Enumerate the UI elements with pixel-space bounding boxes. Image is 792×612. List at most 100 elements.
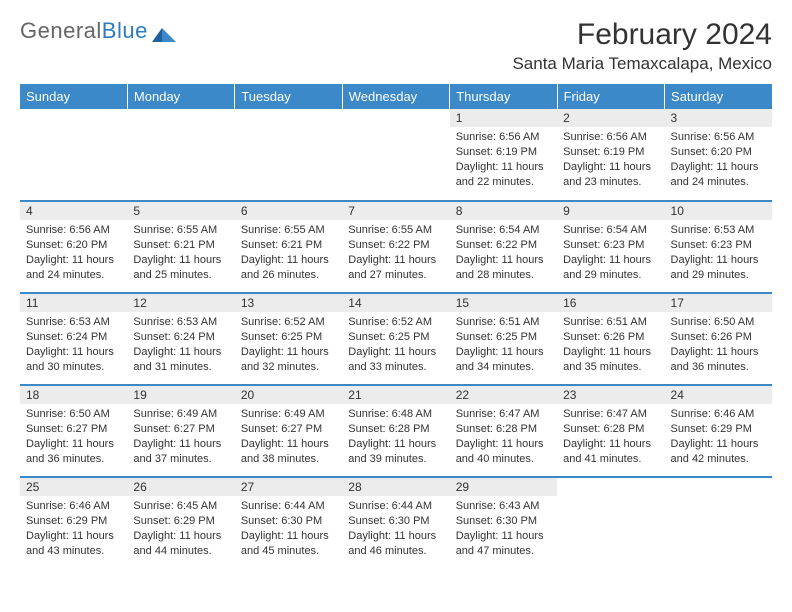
calendar-day-cell: 27Sunrise: 6:44 AMSunset: 6:30 PMDayligh…: [235, 477, 342, 569]
day-details: Sunrise: 6:49 AMSunset: 6:27 PMDaylight:…: [127, 404, 234, 472]
calendar-week-row: 18Sunrise: 6:50 AMSunset: 6:27 PMDayligh…: [20, 385, 772, 477]
day-number: 4: [20, 202, 127, 220]
calendar-day-cell: 1Sunrise: 6:56 AMSunset: 6:19 PMDaylight…: [450, 109, 557, 201]
weekday-header: Sunday: [20, 84, 127, 109]
calendar-day-cell: 18Sunrise: 6:50 AMSunset: 6:27 PMDayligh…: [20, 385, 127, 477]
calendar-day-cell: 6Sunrise: 6:55 AMSunset: 6:21 PMDaylight…: [235, 201, 342, 293]
day-number: 14: [342, 294, 449, 312]
day-number: 28: [342, 478, 449, 496]
day-number: 29: [450, 478, 557, 496]
day-details: Sunrise: 6:46 AMSunset: 6:29 PMDaylight:…: [20, 496, 127, 564]
brand-mark-icon: [152, 22, 176, 40]
calendar-day-cell: 24Sunrise: 6:46 AMSunset: 6:29 PMDayligh…: [665, 385, 772, 477]
day-details: Sunrise: 6:55 AMSunset: 6:22 PMDaylight:…: [342, 220, 449, 288]
calendar-day-cell: 21Sunrise: 6:48 AMSunset: 6:28 PMDayligh…: [342, 385, 449, 477]
calendar-day-cell: 10Sunrise: 6:53 AMSunset: 6:23 PMDayligh…: [665, 201, 772, 293]
day-number: 2: [557, 109, 664, 127]
day-details: Sunrise: 6:48 AMSunset: 6:28 PMDaylight:…: [342, 404, 449, 472]
day-number: 19: [127, 386, 234, 404]
day-number: 24: [665, 386, 772, 404]
calendar-day-cell: 9Sunrise: 6:54 AMSunset: 6:23 PMDaylight…: [557, 201, 664, 293]
day-details: Sunrise: 6:51 AMSunset: 6:26 PMDaylight:…: [557, 312, 664, 380]
day-number: 10: [665, 202, 772, 220]
calendar-day-cell: [665, 477, 772, 569]
day-details: Sunrise: 6:43 AMSunset: 6:30 PMDaylight:…: [450, 496, 557, 564]
day-details: Sunrise: 6:56 AMSunset: 6:20 PMDaylight:…: [665, 127, 772, 195]
day-details: Sunrise: 6:56 AMSunset: 6:19 PMDaylight:…: [450, 127, 557, 195]
day-number: 21: [342, 386, 449, 404]
weekday-header: Thursday: [450, 84, 557, 109]
calendar-body: 1Sunrise: 6:56 AMSunset: 6:19 PMDaylight…: [20, 109, 772, 569]
calendar-day-cell: 26Sunrise: 6:45 AMSunset: 6:29 PMDayligh…: [127, 477, 234, 569]
header: GeneralBlue February 2024 Santa Maria Te…: [20, 18, 772, 74]
calendar-day-cell: [557, 477, 664, 569]
day-details: Sunrise: 6:56 AMSunset: 6:19 PMDaylight:…: [557, 127, 664, 195]
calendar-day-cell: [342, 109, 449, 201]
calendar-day-cell: 5Sunrise: 6:55 AMSunset: 6:21 PMDaylight…: [127, 201, 234, 293]
brand-part1: General: [20, 18, 102, 44]
day-details: Sunrise: 6:56 AMSunset: 6:20 PMDaylight:…: [20, 220, 127, 288]
calendar-day-cell: 20Sunrise: 6:49 AMSunset: 6:27 PMDayligh…: [235, 385, 342, 477]
day-number: 11: [20, 294, 127, 312]
day-details: Sunrise: 6:49 AMSunset: 6:27 PMDaylight:…: [235, 404, 342, 472]
weekday-header: Saturday: [665, 84, 772, 109]
day-details: Sunrise: 6:50 AMSunset: 6:27 PMDaylight:…: [20, 404, 127, 472]
calendar-table: SundayMondayTuesdayWednesdayThursdayFrid…: [20, 84, 772, 569]
day-details: Sunrise: 6:52 AMSunset: 6:25 PMDaylight:…: [342, 312, 449, 380]
calendar-day-cell: 4Sunrise: 6:56 AMSunset: 6:20 PMDaylight…: [20, 201, 127, 293]
weekday-header: Tuesday: [235, 84, 342, 109]
day-details: Sunrise: 6:54 AMSunset: 6:23 PMDaylight:…: [557, 220, 664, 288]
day-details: Sunrise: 6:55 AMSunset: 6:21 PMDaylight:…: [127, 220, 234, 288]
day-number: 3: [665, 109, 772, 127]
calendar-day-cell: 22Sunrise: 6:47 AMSunset: 6:28 PMDayligh…: [450, 385, 557, 477]
calendar-week-row: 4Sunrise: 6:56 AMSunset: 6:20 PMDaylight…: [20, 201, 772, 293]
title-block: February 2024 Santa Maria Temaxcalapa, M…: [512, 18, 772, 74]
day-details: Sunrise: 6:51 AMSunset: 6:25 PMDaylight:…: [450, 312, 557, 380]
calendar-day-cell: 2Sunrise: 6:56 AMSunset: 6:19 PMDaylight…: [557, 109, 664, 201]
day-details: Sunrise: 6:52 AMSunset: 6:25 PMDaylight:…: [235, 312, 342, 380]
brand-part2: Blue: [102, 18, 148, 44]
day-number: 16: [557, 294, 664, 312]
calendar-day-cell: 7Sunrise: 6:55 AMSunset: 6:22 PMDaylight…: [342, 201, 449, 293]
calendar-day-cell: [20, 109, 127, 201]
calendar-day-cell: 17Sunrise: 6:50 AMSunset: 6:26 PMDayligh…: [665, 293, 772, 385]
month-title: February 2024: [512, 18, 772, 52]
calendar-day-cell: 12Sunrise: 6:53 AMSunset: 6:24 PMDayligh…: [127, 293, 234, 385]
day-number: 26: [127, 478, 234, 496]
day-details: Sunrise: 6:44 AMSunset: 6:30 PMDaylight:…: [342, 496, 449, 564]
weekday-header-row: SundayMondayTuesdayWednesdayThursdayFrid…: [20, 84, 772, 109]
calendar-day-cell: 3Sunrise: 6:56 AMSunset: 6:20 PMDaylight…: [665, 109, 772, 201]
calendar-day-cell: 16Sunrise: 6:51 AMSunset: 6:26 PMDayligh…: [557, 293, 664, 385]
calendar-day-cell: 29Sunrise: 6:43 AMSunset: 6:30 PMDayligh…: [450, 477, 557, 569]
location-subtitle: Santa Maria Temaxcalapa, Mexico: [512, 54, 772, 74]
weekday-header: Friday: [557, 84, 664, 109]
calendar-day-cell: 19Sunrise: 6:49 AMSunset: 6:27 PMDayligh…: [127, 385, 234, 477]
day-number: 20: [235, 386, 342, 404]
weekday-header: Monday: [127, 84, 234, 109]
day-details: Sunrise: 6:50 AMSunset: 6:26 PMDaylight:…: [665, 312, 772, 380]
day-number: 7: [342, 202, 449, 220]
calendar-day-cell: [127, 109, 234, 201]
calendar-day-cell: 11Sunrise: 6:53 AMSunset: 6:24 PMDayligh…: [20, 293, 127, 385]
day-number: 27: [235, 478, 342, 496]
day-details: Sunrise: 6:53 AMSunset: 6:23 PMDaylight:…: [665, 220, 772, 288]
day-number: 8: [450, 202, 557, 220]
calendar-day-cell: 13Sunrise: 6:52 AMSunset: 6:25 PMDayligh…: [235, 293, 342, 385]
day-details: Sunrise: 6:55 AMSunset: 6:21 PMDaylight:…: [235, 220, 342, 288]
day-number: 13: [235, 294, 342, 312]
day-number: 9: [557, 202, 664, 220]
day-details: Sunrise: 6:45 AMSunset: 6:29 PMDaylight:…: [127, 496, 234, 564]
calendar-day-cell: 15Sunrise: 6:51 AMSunset: 6:25 PMDayligh…: [450, 293, 557, 385]
calendar-day-cell: 8Sunrise: 6:54 AMSunset: 6:22 PMDaylight…: [450, 201, 557, 293]
calendar-day-cell: 14Sunrise: 6:52 AMSunset: 6:25 PMDayligh…: [342, 293, 449, 385]
day-number: 18: [20, 386, 127, 404]
day-details: Sunrise: 6:53 AMSunset: 6:24 PMDaylight:…: [20, 312, 127, 380]
calendar-week-row: 11Sunrise: 6:53 AMSunset: 6:24 PMDayligh…: [20, 293, 772, 385]
calendar-week-row: 25Sunrise: 6:46 AMSunset: 6:29 PMDayligh…: [20, 477, 772, 569]
calendar-day-cell: 28Sunrise: 6:44 AMSunset: 6:30 PMDayligh…: [342, 477, 449, 569]
day-number: 17: [665, 294, 772, 312]
calendar-day-cell: [235, 109, 342, 201]
calendar-week-row: 1Sunrise: 6:56 AMSunset: 6:19 PMDaylight…: [20, 109, 772, 201]
day-details: Sunrise: 6:46 AMSunset: 6:29 PMDaylight:…: [665, 404, 772, 472]
day-number: 15: [450, 294, 557, 312]
